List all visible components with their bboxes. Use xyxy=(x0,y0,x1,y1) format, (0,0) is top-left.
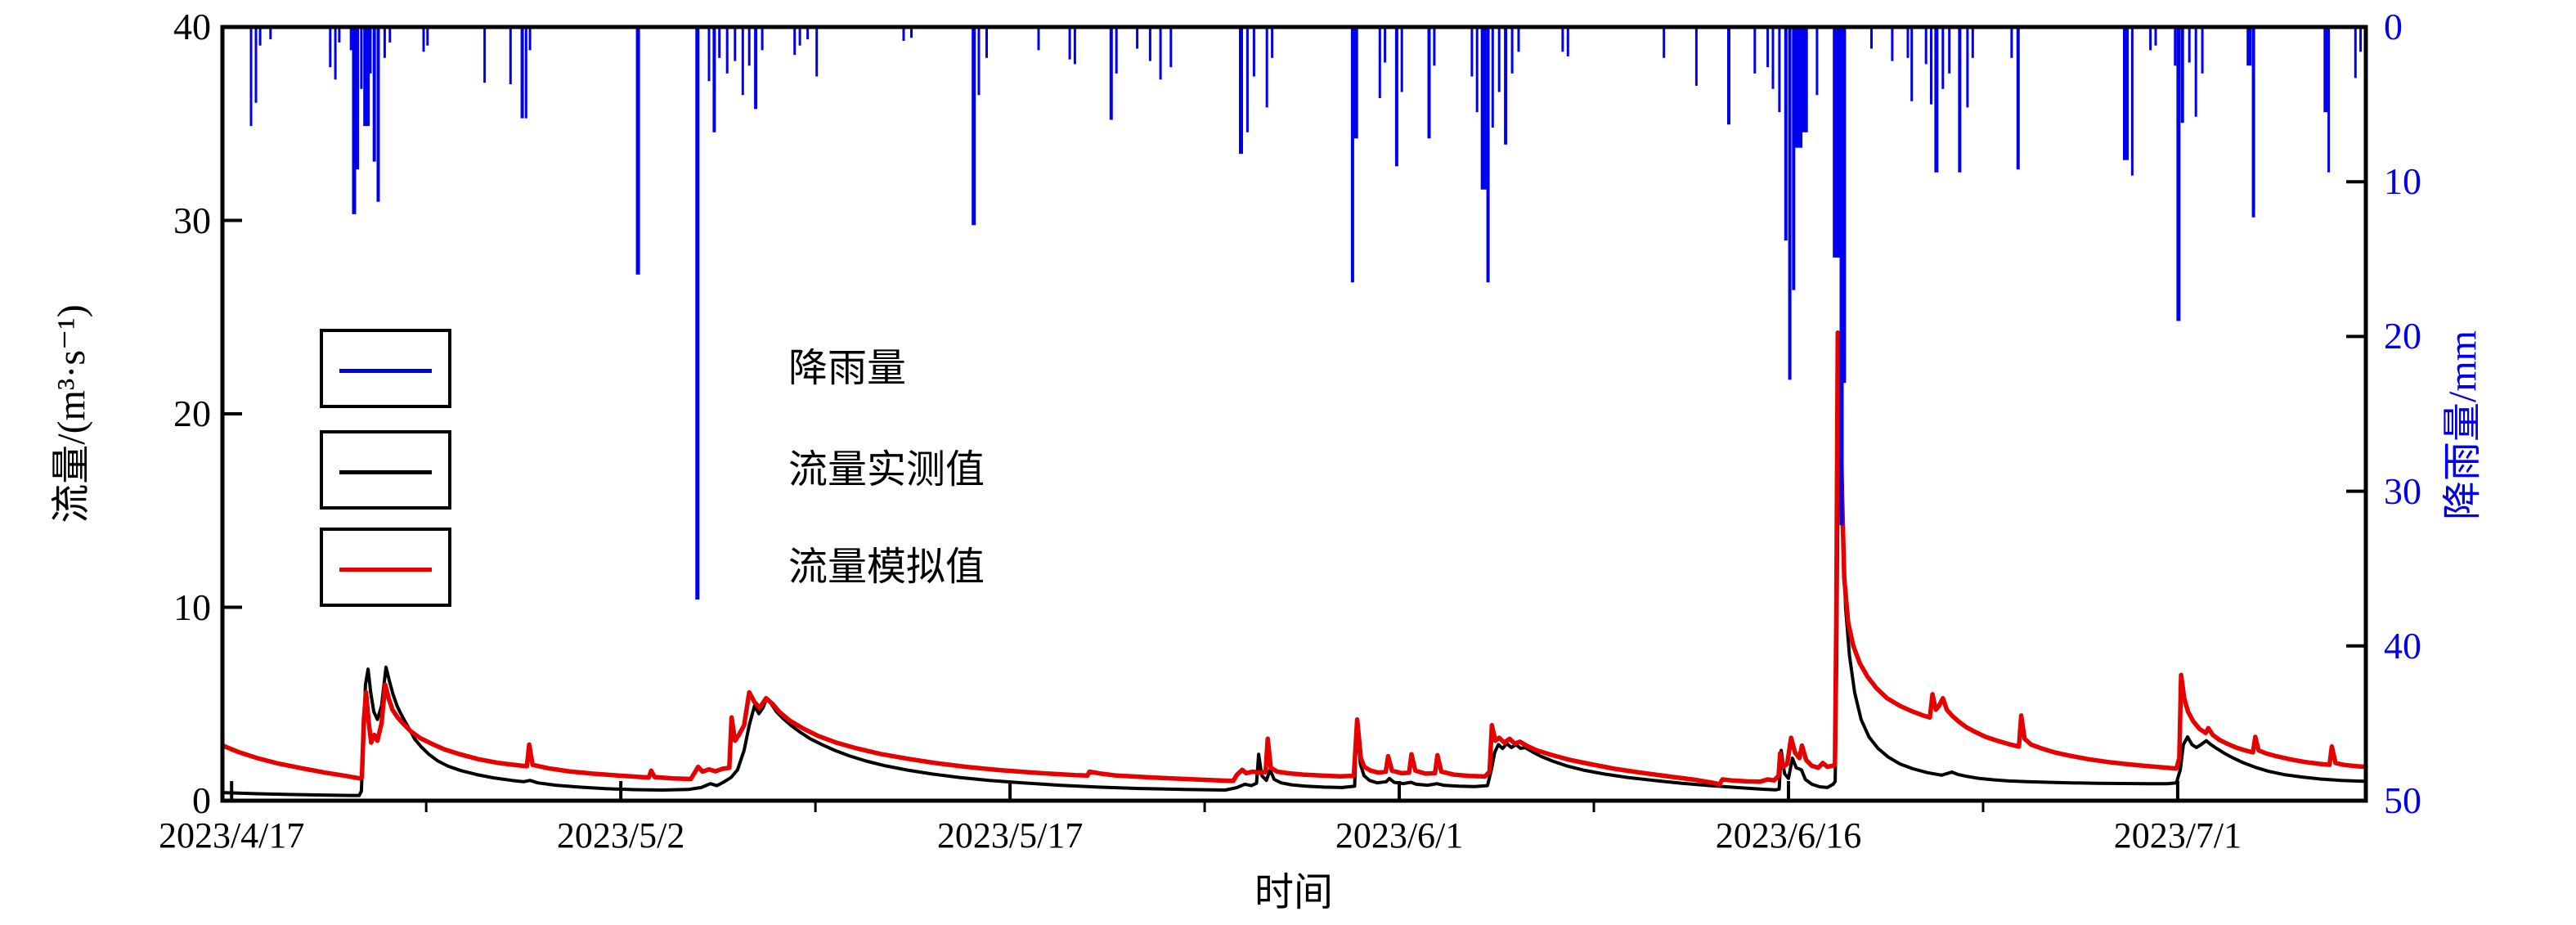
legend-line-rainfall xyxy=(339,368,432,373)
y-right-axis-title: 降雨量/mm xyxy=(2441,330,2484,521)
y-right-tick-label: 50 xyxy=(2384,779,2421,821)
x-tick-label: 2023/7/1 xyxy=(2113,815,2242,855)
legend-label-observed: 流量实测值 xyxy=(788,448,985,492)
x-tick-label: 2023/5/17 xyxy=(936,815,1084,855)
y-right-tick-label: 0 xyxy=(2384,6,2403,47)
y-left-tick-label: 0 xyxy=(192,779,211,821)
observed-flow-line xyxy=(221,363,2367,797)
x-tick-label: 2023/4/17 xyxy=(158,815,305,855)
y-right-tick-label: 30 xyxy=(2384,469,2421,512)
legend-swatch-box-rainfall xyxy=(320,329,451,408)
x-tick-label: 2023/6/16 xyxy=(1715,815,1862,855)
legend-label-rainfall: 降雨量 xyxy=(788,347,907,390)
x-axis-title: 时间 xyxy=(1254,871,1334,914)
y-left-tick-label: 30 xyxy=(173,199,211,241)
legend-swatch-box-observed xyxy=(320,430,451,510)
y-left-axis-title: 流量/(m³·s⁻¹) xyxy=(50,304,93,523)
y-left-tick-label: 40 xyxy=(173,6,211,47)
legend-line-simulated xyxy=(339,567,432,572)
legend-label-simulated: 流量模拟值 xyxy=(788,546,985,589)
y-left-tick-label: 20 xyxy=(173,393,211,434)
y-left-tick-label: 10 xyxy=(173,586,211,628)
x-tick-label: 2023/5/2 xyxy=(556,815,685,855)
y-right-tick-label: 10 xyxy=(2384,160,2421,203)
y-right-tick-label: 40 xyxy=(2384,624,2421,667)
simulated-flow-line xyxy=(220,330,2368,787)
legend-swatch-box-simulated xyxy=(320,528,451,607)
legend: 降雨量 流量实测值 流量模拟值 xyxy=(320,329,1056,607)
y-right-tick-label: 20 xyxy=(2384,315,2421,357)
legend-line-observed xyxy=(339,469,432,474)
x-tick-label: 2023/6/1 xyxy=(1335,815,1464,855)
